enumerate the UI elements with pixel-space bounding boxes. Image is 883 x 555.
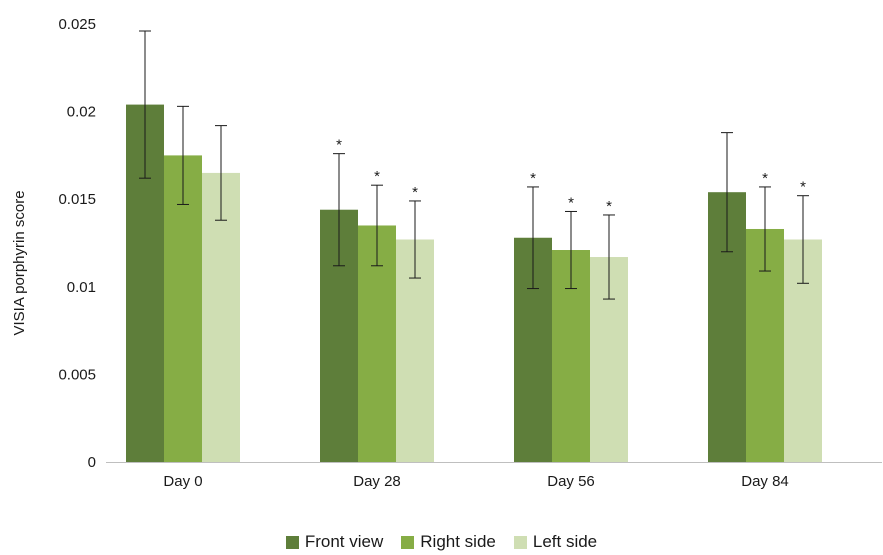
y-tick-label: 0.015 xyxy=(58,191,96,208)
significance-marker: * xyxy=(336,137,342,154)
significance-marker: * xyxy=(412,184,418,201)
legend-swatch-right-side xyxy=(401,535,415,549)
legend-label-left-side: Left side xyxy=(532,532,598,551)
y-tick-label: 0.025 xyxy=(58,16,96,33)
x-tick-label: Day 28 xyxy=(353,473,401,490)
significance-marker: * xyxy=(568,194,574,211)
legend-label-front-view: Front view xyxy=(304,532,384,551)
y-tick-label: 0 xyxy=(88,454,96,471)
legend-item-right-side: Right side xyxy=(401,532,496,552)
y-tick-label: 0.02 xyxy=(67,104,96,121)
bar xyxy=(202,172,240,463)
significance-marker: * xyxy=(762,170,768,187)
x-tick-label: Day 84 xyxy=(741,473,789,490)
y-tick-label: 0.005 xyxy=(58,366,96,383)
y-axis-label: VISIA porphyrin score xyxy=(11,190,28,335)
significance-marker: * xyxy=(374,168,380,185)
legend-swatch-left-side xyxy=(513,535,527,549)
legend-label-right-side: Right side xyxy=(420,532,496,551)
legend-swatch-front-view xyxy=(285,535,299,549)
bar xyxy=(164,155,202,462)
bar-chart: 0 0.005 0.01 0.015 0.02 0.025 VISIA porphyrin … xyxy=(11,16,882,490)
significance-marker: * xyxy=(530,170,536,187)
legend-item-left-side: Left side xyxy=(513,532,598,552)
significance-marker: * xyxy=(800,179,806,196)
legend-item-front-view: Front view xyxy=(285,532,384,552)
x-tick-label: Day 56 xyxy=(547,473,595,490)
chart-legend: Front view Right side Left side xyxy=(0,532,883,552)
significance-marker: * xyxy=(606,198,612,215)
x-tick-label: Day 0 xyxy=(163,473,202,490)
y-tick-label: 0.01 xyxy=(67,279,96,296)
